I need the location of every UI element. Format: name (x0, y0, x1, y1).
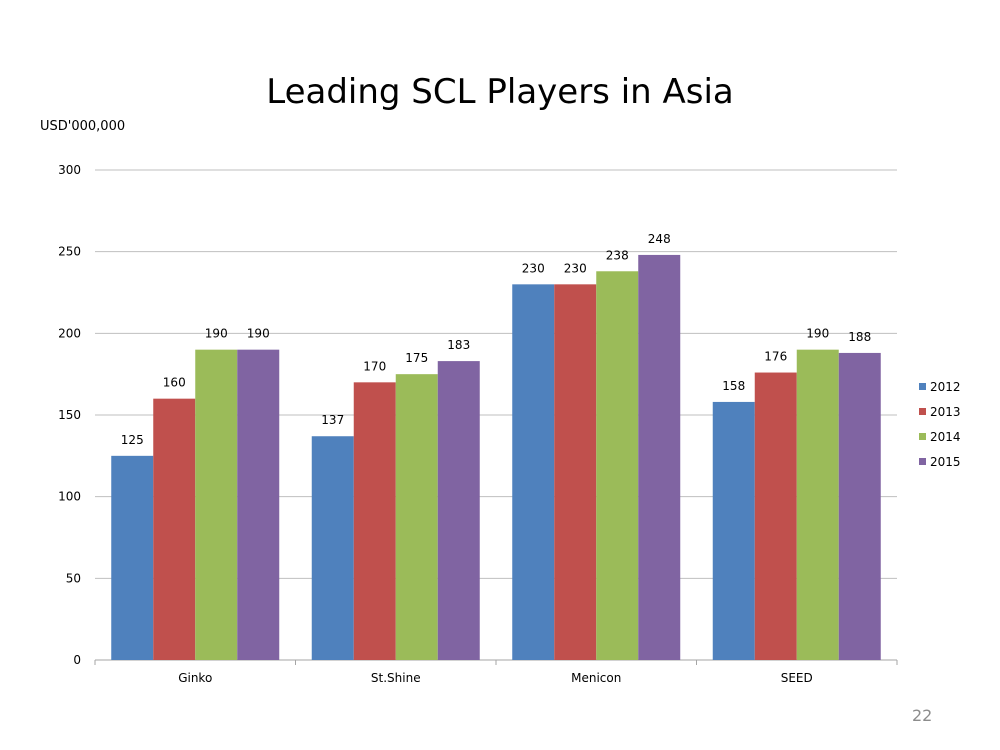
legend-swatch (919, 458, 926, 465)
bar (512, 284, 555, 660)
data-label: 175 (405, 351, 428, 365)
data-label: 160 (163, 376, 186, 390)
bar (353, 382, 396, 660)
legend-label: 2012 (930, 380, 961, 394)
bar (111, 455, 154, 660)
data-label: 183 (447, 338, 470, 352)
data-label: 137 (321, 413, 344, 427)
x-tick-label: Ginko (178, 671, 212, 685)
data-label: 188 (848, 330, 871, 344)
data-label: 190 (205, 327, 228, 341)
bar (554, 284, 597, 660)
x-tick-label: Menicon (571, 671, 621, 685)
data-label: 170 (363, 359, 386, 373)
bar (838, 352, 881, 660)
y-tick-label: 200 (58, 326, 81, 340)
bar (195, 349, 238, 660)
data-label: 125 (121, 433, 144, 447)
legend-label: 2014 (930, 430, 961, 444)
bar (311, 436, 354, 660)
bar (153, 398, 196, 660)
y-tick-label: 0 (73, 653, 81, 667)
y-tick-label: 150 (58, 408, 81, 422)
y-tick-label: 50 (66, 571, 81, 585)
bar (712, 401, 755, 660)
y-tick-label: 100 (58, 490, 81, 504)
legend-label: 2015 (930, 455, 961, 469)
y-tick-label: 250 (58, 245, 81, 259)
legend-label: 2013 (930, 405, 961, 419)
data-label: 158 (722, 379, 745, 393)
legend-swatch (919, 433, 926, 440)
data-label: 190 (247, 327, 270, 341)
page-number: 22 (912, 706, 933, 725)
bar (596, 271, 639, 660)
legend-swatch (919, 383, 926, 390)
data-label: 230 (564, 261, 587, 275)
bar (754, 372, 797, 660)
bar (437, 361, 480, 660)
data-label: 248 (648, 232, 671, 246)
bar (638, 254, 681, 660)
bar (395, 374, 438, 660)
data-label: 230 (522, 261, 545, 275)
legend-swatch (919, 408, 926, 415)
x-tick-label: SEED (781, 671, 813, 685)
y-tick-label: 300 (58, 163, 81, 177)
data-label: 176 (764, 350, 787, 364)
data-label: 190 (806, 327, 829, 341)
bar (796, 349, 839, 660)
y-axis-unit-label: USD'000,000 (40, 119, 126, 134)
x-tick-label: St.Shine (371, 671, 421, 685)
data-label: 238 (606, 248, 629, 262)
bar (237, 349, 280, 660)
chart-title: Leading SCL Players in Asia (266, 72, 734, 112)
